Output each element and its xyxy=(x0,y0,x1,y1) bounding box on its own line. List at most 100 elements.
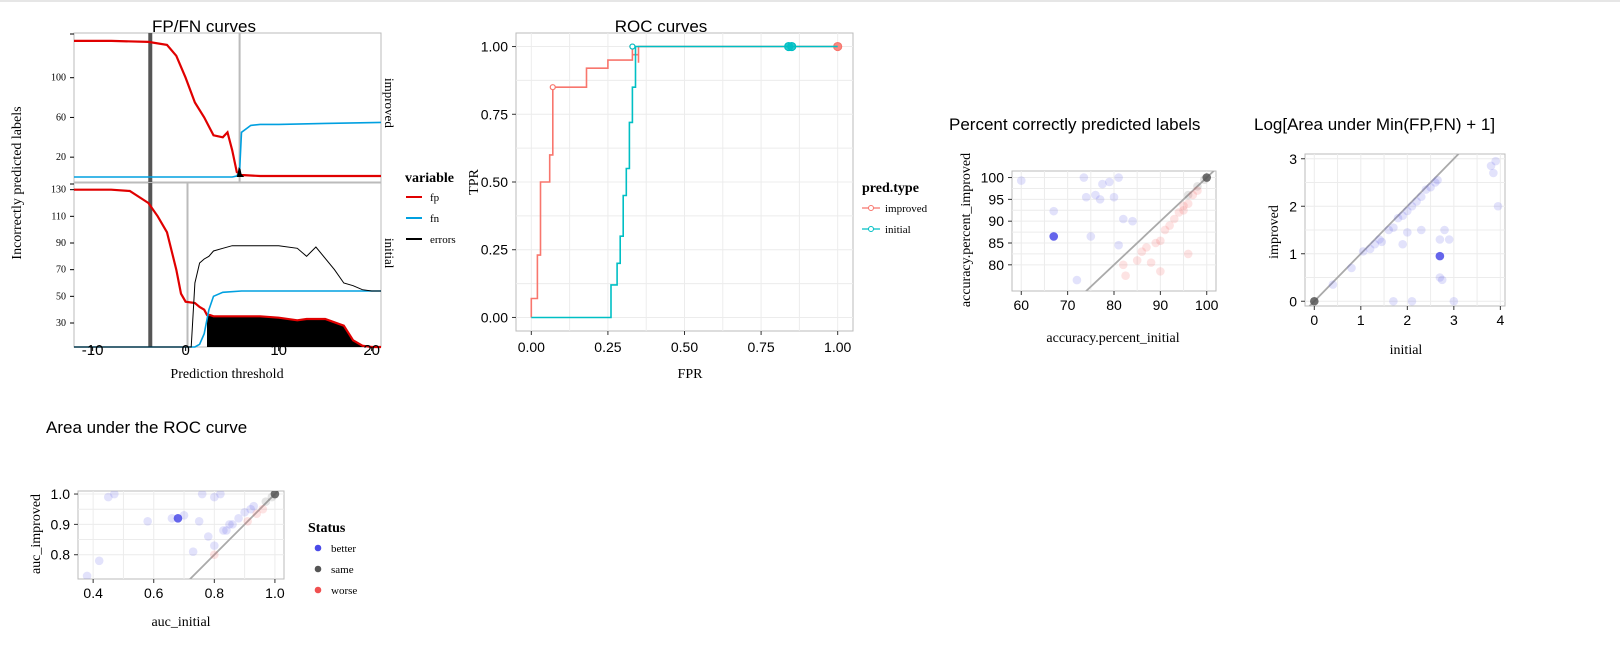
panel-border xyxy=(77,490,285,580)
point-better xyxy=(1049,206,1059,216)
y-tick-label: 130 xyxy=(51,185,66,196)
x-tick-label: 0.50 xyxy=(671,339,698,355)
point-better xyxy=(1114,173,1123,182)
legend-label: initial xyxy=(885,224,911,236)
y-tick-label: 100 xyxy=(51,73,66,84)
point-better xyxy=(1398,211,1407,221)
point-better xyxy=(219,526,228,535)
y-tick-label: 60 xyxy=(56,112,66,123)
y-tick-label: 95 xyxy=(988,191,1004,207)
point-better xyxy=(103,492,113,502)
y-axis-label: auc_improved xyxy=(29,494,44,574)
point-better xyxy=(1398,239,1407,249)
x-tick-label: 3 xyxy=(1450,312,1458,328)
point-worse xyxy=(1156,267,1165,276)
x-tick-label: 100 xyxy=(1195,297,1219,313)
x-tick-label: 2 xyxy=(1403,312,1411,328)
point-better xyxy=(1081,192,1091,202)
y-tick-label: 110 xyxy=(51,211,66,222)
y-tick-label: 0.50 xyxy=(481,174,508,190)
series-errors xyxy=(74,245,381,348)
y-axis-label: accuracy.percent_improved xyxy=(959,153,974,307)
point-better xyxy=(234,514,243,523)
x-tick-label: 80 xyxy=(1106,297,1122,313)
point-better xyxy=(1433,175,1442,185)
point-better xyxy=(1384,225,1394,235)
point-better xyxy=(1435,235,1445,244)
point-worse xyxy=(1151,238,1161,248)
point-better xyxy=(1091,190,1100,200)
y-tick-label: 90 xyxy=(988,213,1004,229)
point-worse xyxy=(1137,247,1147,257)
point-better xyxy=(1426,182,1435,192)
x-tick-label: 0.6 xyxy=(144,585,164,601)
point-better xyxy=(210,492,219,502)
x-axis-label: initial xyxy=(1390,343,1423,358)
point-better xyxy=(1389,296,1398,306)
roc-point-initial xyxy=(787,41,797,52)
point-worse xyxy=(1179,205,1188,215)
legend-label: better xyxy=(331,543,356,555)
x-tick-label: 1.0 xyxy=(265,585,285,601)
legend-title: Status xyxy=(308,521,346,536)
point-better xyxy=(173,514,183,523)
chart-title: FP/FN curves xyxy=(152,17,256,36)
point-better xyxy=(1416,192,1426,202)
point-better xyxy=(1486,161,1496,171)
y-axis-label: Incorrectly predicted labels xyxy=(10,106,25,259)
legend-label: errors xyxy=(430,234,456,246)
point-better xyxy=(1435,251,1445,261)
legend-label: worse xyxy=(331,585,357,597)
roc-line-initial xyxy=(531,45,838,319)
y-tick-label: 80 xyxy=(988,257,1004,273)
point-better xyxy=(1109,192,1119,202)
plot-area xyxy=(1016,171,1215,291)
point-better xyxy=(110,491,119,499)
y-tick-label: 1.0 xyxy=(51,486,71,502)
point-worse xyxy=(210,550,219,560)
x-tick-label: 1 xyxy=(1357,312,1365,328)
point-better xyxy=(1421,185,1431,194)
roc-point-improved xyxy=(549,84,556,91)
series-fp xyxy=(74,39,381,178)
point-worse xyxy=(252,509,262,519)
x-tick-label: 0.00 xyxy=(518,339,545,355)
point-better xyxy=(222,526,231,535)
y-tick-label: 85 xyxy=(988,235,1004,251)
point-better xyxy=(1444,235,1454,244)
point-better xyxy=(1407,201,1417,211)
legend-title: variable xyxy=(405,171,454,186)
window-top-border xyxy=(0,0,1620,2)
point-better xyxy=(1049,232,1059,241)
point-better xyxy=(143,517,152,526)
point-better xyxy=(1118,214,1128,224)
roc-chart: ROC curves 0.00 0.00 0.25 0.25 0.50 0.50 0.75 0.… xyxy=(467,17,928,382)
point-worse xyxy=(1174,208,1184,217)
y-axis-label: improved xyxy=(1267,205,1282,259)
y-axis-label: TPR xyxy=(467,169,482,195)
legend-key-better xyxy=(314,544,322,552)
point-better xyxy=(225,520,234,529)
legend-label: fn xyxy=(430,213,440,225)
point-better xyxy=(1370,239,1380,249)
point-better xyxy=(197,491,207,499)
legend-label: fp xyxy=(430,192,440,204)
point-better xyxy=(249,501,259,511)
x-axis-label: auc_initial xyxy=(151,615,210,630)
point-better xyxy=(1489,168,1498,178)
plot-area xyxy=(82,491,280,579)
legend-key-same xyxy=(314,565,322,573)
acc-chart: Percent correctly predicted labels 60 70 80… xyxy=(949,115,1219,346)
point-same xyxy=(1193,181,1202,191)
y-tick-label: 90 xyxy=(56,238,66,249)
roc-line-improved xyxy=(530,45,838,318)
point-better xyxy=(1072,275,1082,285)
x-tick-label: 20 xyxy=(363,342,380,359)
x-tick-label: 0 xyxy=(1310,312,1318,328)
chart-title: Log[Area under Min(FP,FN) + 1] xyxy=(1254,115,1495,134)
legend-status: Status better same worse xyxy=(308,521,357,597)
point-better xyxy=(1086,232,1096,241)
x-tick-label: 4 xyxy=(1496,312,1504,328)
